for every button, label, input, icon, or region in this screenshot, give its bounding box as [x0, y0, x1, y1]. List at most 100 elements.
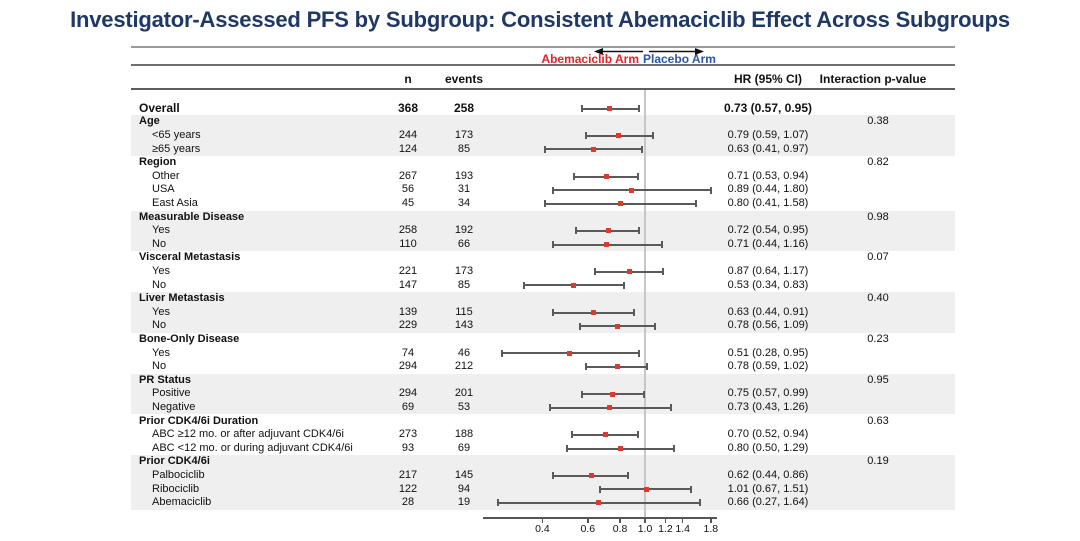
hr-ci-value: 0.78 (0.59, 1.02): [727, 360, 809, 373]
hr-marker: [629, 187, 635, 193]
abemaciclib-arm-label: Abemaciclib Arm: [541, 52, 639, 66]
table-row: Negative 69 53 0.73 (0.43, 1.26): [131, 401, 955, 415]
ci-cap-high: [646, 363, 649, 371]
n-value: 110: [399, 237, 417, 250]
ci-cap-high: [642, 390, 645, 398]
x-tick-label: 0.6: [580, 523, 596, 535]
hr-ci-value: 0.89 (0.44, 1.80): [727, 183, 809, 196]
ci-cap-high: [690, 485, 693, 493]
x-tick-label: 1.2: [658, 523, 673, 535]
column-header-hr-ci: HR (95% CI): [733, 72, 802, 86]
ci-cap-low: [584, 132, 587, 140]
row-label: No: [152, 319, 167, 332]
row-label: Prior CDK4/6i: [139, 455, 210, 468]
band: [131, 373, 955, 415]
interaction-p-value: 0.19: [867, 455, 889, 468]
ci-cap-low: [549, 404, 552, 412]
hr-ci-value: 0.87 (0.64, 1.17): [727, 264, 809, 277]
hr-ci-value: 0.75 (0.57, 0.99): [727, 387, 809, 400]
ci-cap-low: [594, 268, 597, 276]
interaction-p-value: 0.40: [867, 292, 889, 305]
n-value: 122: [398, 482, 418, 495]
row-label: Yes: [152, 224, 170, 237]
table-row: Measurable Disease 0.98: [131, 211, 955, 225]
n-value: 267: [398, 169, 418, 182]
events-value: 85: [457, 278, 471, 291]
table-row: <65 years 244 173 0.79 (0.59, 1.07): [131, 129, 955, 143]
x-tick: [681, 519, 684, 523]
events-value: 201: [454, 387, 474, 400]
ci-cap-high: [709, 186, 712, 194]
table-row: ≥65 years 124 85 0.63 (0.41, 0.97): [131, 143, 955, 157]
ci-cap-low: [552, 186, 555, 194]
n-value: 294: [398, 360, 418, 373]
n-value: 147: [398, 278, 418, 291]
table-row: Yes 74 46 0.51 (0.28, 0.95): [131, 347, 955, 361]
hr-ci-value: 0.80 (0.50, 1.29): [727, 441, 809, 454]
band: [131, 210, 955, 252]
table-row: East Asia 45 34 0.80 (0.41, 1.58): [131, 197, 955, 211]
row-label: Yes: [152, 346, 170, 359]
row-label: Negative: [152, 400, 196, 413]
table-row: No 147 85 0.53 (0.34, 0.83): [131, 279, 955, 293]
interaction-p-value: 0.95: [867, 373, 889, 386]
column-header-interaction-p: Interaction p-value: [819, 72, 927, 86]
table-row: Region 0.82: [131, 156, 955, 170]
hr-ci-value: 0.71 (0.53, 0.94): [727, 169, 809, 182]
row-label: <65 years: [152, 128, 201, 141]
row-label: No: [152, 278, 167, 291]
n-value: 74: [401, 346, 415, 359]
ci-cap-high: [669, 404, 672, 412]
ci-cap-high: [637, 431, 640, 439]
events-value: 115: [455, 305, 473, 318]
events-value: 173: [454, 128, 474, 141]
ci-cap-low: [552, 472, 555, 480]
table-row: Overall 368 258 0.73 (0.57, 0.95): [131, 100, 955, 116]
hr-marker: [617, 446, 623, 451]
table-row: Visceral Metastasis 0.07: [131, 251, 955, 265]
x-tick-label: 1.8: [703, 523, 719, 535]
events-value: 173: [454, 264, 474, 277]
n-value: 139: [398, 305, 418, 318]
hr-marker: [614, 364, 620, 370]
arrow-left-icon: [594, 48, 643, 55]
hr-marker: [626, 269, 632, 275]
table-row: Ribociclib 122 94 1.01 (0.67, 1.51): [131, 483, 955, 497]
n-value: 45: [401, 196, 415, 209]
hr-marker: [607, 405, 613, 411]
ci-cap-high: [640, 145, 643, 153]
arrow-right-icon: [649, 48, 704, 55]
row-label: Age: [139, 115, 160, 128]
table-top-rule: [131, 46, 955, 48]
hr-ci-value: 0.73 (0.43, 1.26): [727, 400, 809, 413]
table-row: Prior CDK4/6i Duration 0.63: [131, 415, 955, 429]
ci-cap-low: [570, 431, 573, 439]
row-label: PR Status: [139, 373, 191, 386]
n-value: 221: [398, 264, 418, 277]
hr-ci-value: 0.70 (0.52, 0.94): [727, 428, 809, 441]
hr-marker: [610, 391, 616, 397]
hr-ci-value: 0.53 (0.34, 0.83): [727, 278, 809, 291]
table-row: Palbociclib 217 145 0.62 (0.44, 0.86): [131, 469, 955, 483]
hr-ci-value: 0.72 (0.54, 0.95): [727, 224, 809, 237]
hr-marker: [588, 473, 594, 479]
band: [131, 455, 955, 510]
n-value: 368: [397, 100, 419, 115]
hr-ci-value: 0.73 (0.57, 0.95): [723, 100, 813, 115]
n-value: 229: [398, 319, 418, 332]
events-value: 145: [454, 468, 474, 481]
table-row: No 294 212 0.78 (0.59, 1.02): [131, 360, 955, 374]
table-row: Age 0.38: [131, 115, 955, 129]
interaction-p-value: 0.63: [867, 414, 889, 427]
events-value: 53: [457, 400, 471, 413]
ci-cap-low: [497, 499, 500, 507]
ci-cap-high: [633, 309, 636, 316]
row-label: Yes: [152, 305, 170, 318]
table-row: Prior CDK4/6i 0.19: [131, 455, 955, 469]
ci-cap-low: [566, 445, 569, 452]
row-label: No: [152, 360, 167, 373]
ci-cap-low: [523, 281, 526, 289]
x-tick: [710, 519, 712, 523]
table-row: Yes 139 115 0.63 (0.44, 0.91): [131, 306, 955, 320]
table-row: No 229 143 0.78 (0.56, 1.09): [131, 319, 955, 333]
